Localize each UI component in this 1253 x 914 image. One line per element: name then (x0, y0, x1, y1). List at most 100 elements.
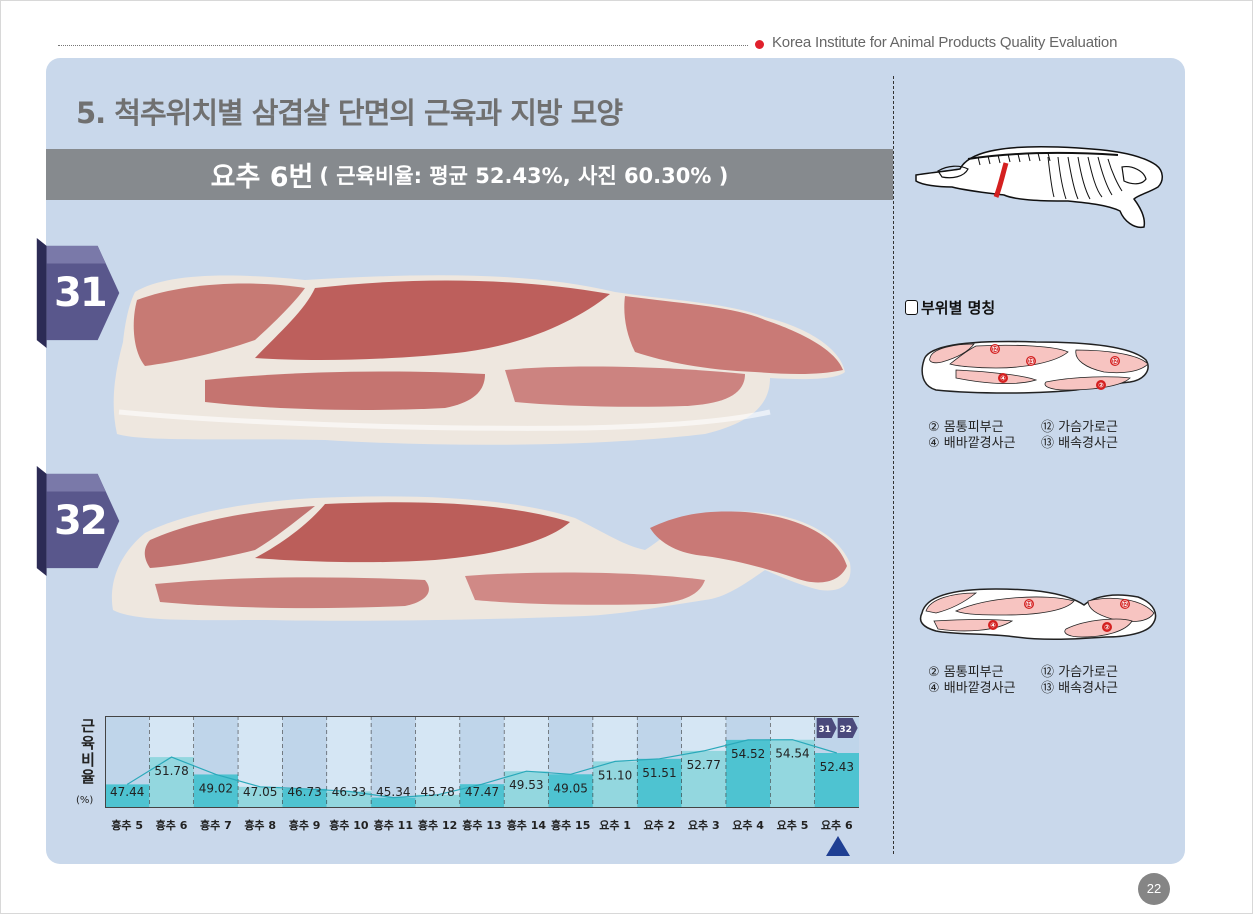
chart-bar (415, 794, 460, 808)
legend-list-1: ② 몸통피부근 ⑫ 가슴가로근 ④ 배바깥경사근 ⑬ 배속경사근 (928, 420, 1154, 452)
label-12a: ⑫ (992, 345, 999, 354)
chart-section-tag (816, 718, 837, 738)
chart-x-tick-label: 흉추 10 (329, 819, 369, 832)
chart-value-label: 46.33 (332, 785, 366, 799)
chart-x-tick-label: 흉추 7 (200, 819, 232, 832)
label-2: ② (1098, 382, 1104, 390)
chart-value-label: 47.05 (243, 785, 277, 799)
chart-value-label: 54.54 (775, 747, 809, 761)
chart-value-label: 49.05 (554, 781, 588, 795)
chart-value-label: 51.78 (154, 764, 188, 778)
chart-value-label: 47.44 (110, 785, 144, 799)
current-position-marker (826, 836, 850, 856)
chart-bar (637, 758, 682, 808)
chart-bar (725, 739, 771, 808)
photo-number-32: 32 (54, 498, 108, 544)
chart-bar (193, 774, 239, 808)
legend-item: ② 몸통피부근 (928, 665, 1004, 680)
chart-x-tick-label: 흉추 15 (550, 819, 591, 832)
chart-value-label: 49.02 (199, 781, 233, 795)
chart-line (126, 739, 837, 799)
muscle-diagram-32: ⑬ ⑫ ④ ② (919, 588, 1157, 641)
chart-y-unit: (%) (76, 795, 94, 806)
chart-x-tick-label: 흉추 14 (506, 819, 547, 832)
legend-checkbox-icon (905, 300, 918, 315)
legend-list-2: ② 몸통피부근 ⑫ 가슴가로근 ④ 배바깥경사근 ⑬ 배속경사근 (928, 665, 1154, 697)
label-2: ② (1104, 624, 1110, 632)
chart-x-tick-label: 요추 4 (732, 819, 764, 832)
chart-x-tick-label: 요추 1 (599, 819, 631, 832)
chart-value-label: 52.43 (820, 760, 854, 774)
chart-bar (592, 761, 638, 808)
chart-value-label: 54.52 (731, 747, 765, 761)
chart-bar (282, 788, 327, 808)
pork-belly-photo-32 (111, 496, 851, 621)
chart-bg-column (415, 716, 460, 808)
chart-value-label: 47.47 (465, 785, 499, 799)
chart-value-label: 52.77 (687, 758, 721, 772)
chart-x-tick-label: 흉추 8 (244, 819, 277, 832)
section-title: 5. 척추위치별 삼겹살 단면의 근육과 지방 모양 (76, 96, 623, 130)
institute-name: Korea Institute for Animal Products Qual… (772, 34, 1118, 51)
header-bullet (755, 40, 764, 49)
pork-belly-photo-31 (113, 275, 845, 445)
legend-item: ⑫ 가슴가로근 (1041, 420, 1118, 435)
chart-bar (504, 771, 549, 808)
chart-bar (459, 784, 505, 808)
label-12: ⑫ (1122, 600, 1129, 609)
chart-bg-column (371, 716, 416, 808)
legend-item: ⑬ 배속경사근 (1041, 681, 1118, 696)
label-4: ④ (990, 622, 996, 630)
chart-x-tick-label: 흉추 9 (288, 819, 321, 832)
chart-value-label: 45.78 (420, 785, 454, 799)
legend-item: ④ 배바깥경사근 (928, 436, 1016, 451)
photo-number-31: 31 (54, 270, 108, 316)
chart-value-label: 46.73 (287, 785, 321, 799)
vertebra-label: 요추 6번 (210, 162, 314, 193)
chart-section-tag (837, 718, 858, 738)
chart-section-tag-label: 31 (818, 725, 831, 735)
chart-section-tag-label: 32 (839, 725, 852, 735)
legend-item: ④ 배바깥경사근 (928, 681, 1016, 696)
chart-x-tick-label: 요추 6 (820, 819, 853, 832)
legend-title: 부위별 명칭 (905, 297, 995, 318)
chart-x-tick-label: 요추 3 (687, 819, 720, 832)
pig-skeleton-illustration (915, 145, 1163, 229)
chart-y-label: 근육비율 (81, 717, 95, 786)
chart-bar (326, 791, 372, 808)
chart-bar (681, 750, 726, 808)
chart-bar (371, 797, 416, 808)
legend-item: ⑫ 가슴가로근 (1041, 665, 1118, 680)
chart-x-tick-label: 요추 2 (643, 819, 676, 832)
photo-tab-31 (36, 238, 120, 348)
chart-x-tick-label: 흉추 6 (155, 819, 188, 832)
chart-value-label: 51.51 (642, 766, 676, 780)
label-13: ⑬ (1028, 357, 1035, 366)
chart-bar (814, 753, 859, 808)
chart-x-tick-label: 흉추 11 (373, 819, 413, 832)
muscle-ratio-detail: ( 근육비율: 평균 52.43%, 사진 60.30% ) (319, 163, 729, 188)
photo-tab-32 (36, 466, 120, 576)
muscle-diagram-31: ⑫ ⑬ ④ ⑫ ② (921, 340, 1149, 394)
chart-bar (238, 786, 283, 808)
chart-value-label: 45.34 (376, 785, 410, 799)
subtitle-bar: 요추 6번 ( 근육비율: 평균 52.43%, 사진 60.30% ) (46, 149, 893, 200)
chart-x-tick-label: 요추 5 (776, 819, 809, 832)
page-number: 22 (1138, 873, 1170, 905)
column-divider (893, 76, 894, 854)
chart-bar (105, 784, 150, 808)
label-4: ④ (1000, 375, 1006, 383)
label-13: ⑬ (1026, 600, 1033, 609)
legend-title-text: 부위별 명칭 (921, 299, 996, 317)
chart-bar (770, 739, 815, 808)
chart-x-tick-label: 흉추 12 (417, 819, 458, 832)
header-rule (58, 45, 748, 46)
legend-item: ⑬ 배속경사근 (1041, 436, 1118, 451)
label-12b: ⑫ (1112, 357, 1119, 366)
chart-x-tick-label: 흉추 5 (111, 819, 144, 832)
muscle-ratio-chart: 47.44 51.78 49.02 47.05 46.73 46.33 45.34 45.78… (105, 716, 859, 808)
chart-bar (548, 774, 593, 808)
chart-value-label: 49.53 (509, 778, 543, 792)
chart-x-tick-label: 흉추 13 (462, 819, 502, 832)
chart-value-label: 51.10 (598, 768, 632, 782)
